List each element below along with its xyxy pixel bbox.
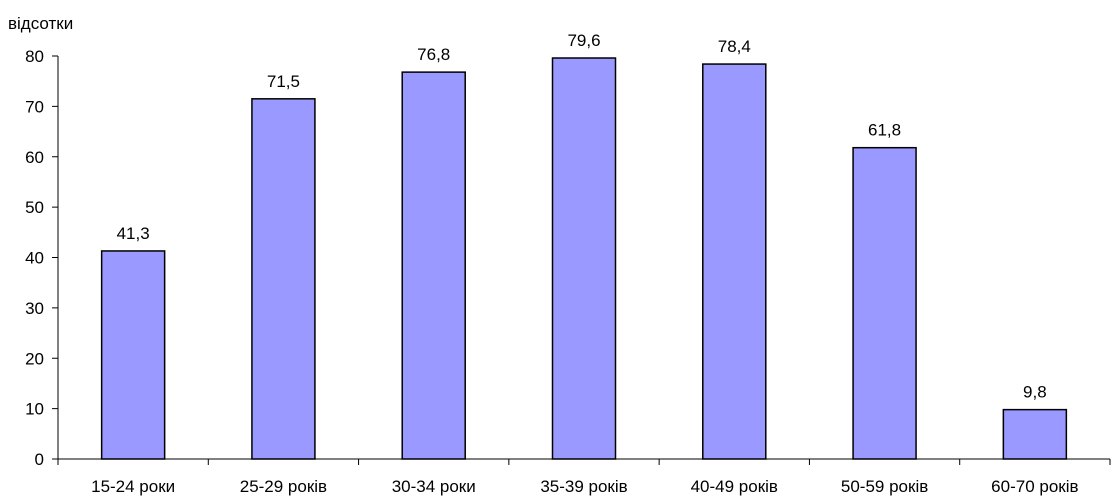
data-label: 41,3	[117, 224, 150, 243]
data-label: 78,4	[718, 37, 751, 56]
x-category-label: 50-59 років	[841, 477, 928, 496]
data-label: 79,6	[567, 31, 600, 50]
data-label: 76,8	[417, 45, 450, 64]
bar	[251, 98, 316, 460]
bar	[551, 57, 617, 460]
y-tick-label: 80	[25, 47, 44, 66]
y-tick-label: 20	[25, 349, 44, 368]
y-axis-unit-label: відсотки	[8, 14, 74, 33]
y-tick-label: 30	[25, 299, 44, 318]
data-label: 61,8	[868, 121, 901, 140]
y-tick-label: 40	[25, 249, 44, 268]
x-category-label: 30-34 роки	[392, 477, 476, 496]
bar	[100, 250, 166, 460]
x-category-label: 15-24 роки	[91, 477, 175, 496]
x-category-label: 60-70 років	[991, 477, 1078, 496]
bar	[401, 71, 466, 460]
x-category-label: 25-29 років	[240, 477, 327, 496]
y-tick-label: 60	[25, 148, 44, 167]
y-tick-label: 50	[25, 198, 44, 217]
bar	[1002, 408, 1068, 460]
x-category-label: 35-39 років	[540, 477, 627, 496]
data-label: 9,8	[1023, 383, 1047, 402]
x-category-label: 40-49 років	[691, 477, 778, 496]
y-tick-label: 0	[35, 450, 44, 469]
bar	[702, 63, 767, 460]
y-tick-label: 10	[25, 400, 44, 419]
data-label: 71,5	[267, 72, 300, 91]
y-tick-label: 70	[25, 97, 44, 116]
bar	[852, 146, 917, 460]
